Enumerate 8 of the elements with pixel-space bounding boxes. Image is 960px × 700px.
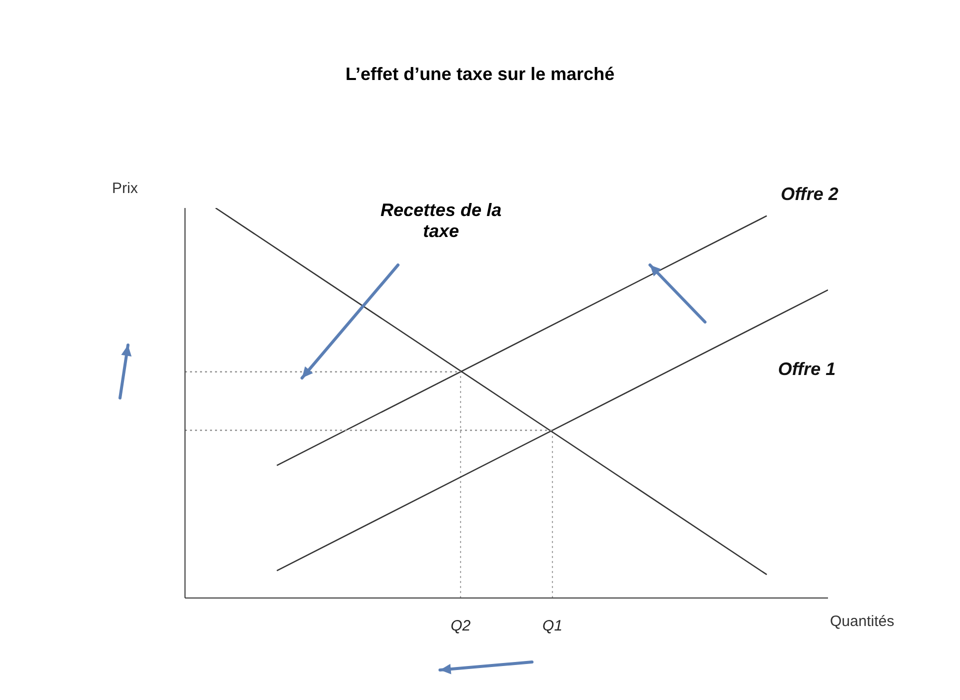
x-tick-label: Q1 bbox=[542, 618, 562, 635]
y-axis-title: Prix bbox=[112, 180, 138, 197]
series-label: Offre 2 bbox=[780, 184, 838, 204]
text: Offre 1 bbox=[778, 358, 836, 379]
x-axis-title: Quantités bbox=[830, 613, 894, 630]
x-tick-label: Q2 bbox=[450, 618, 472, 635]
annotation: Recettes de la taxe bbox=[379, 200, 503, 242]
chart-title: L’effet d’une taxe sur le marché bbox=[344, 64, 616, 85]
